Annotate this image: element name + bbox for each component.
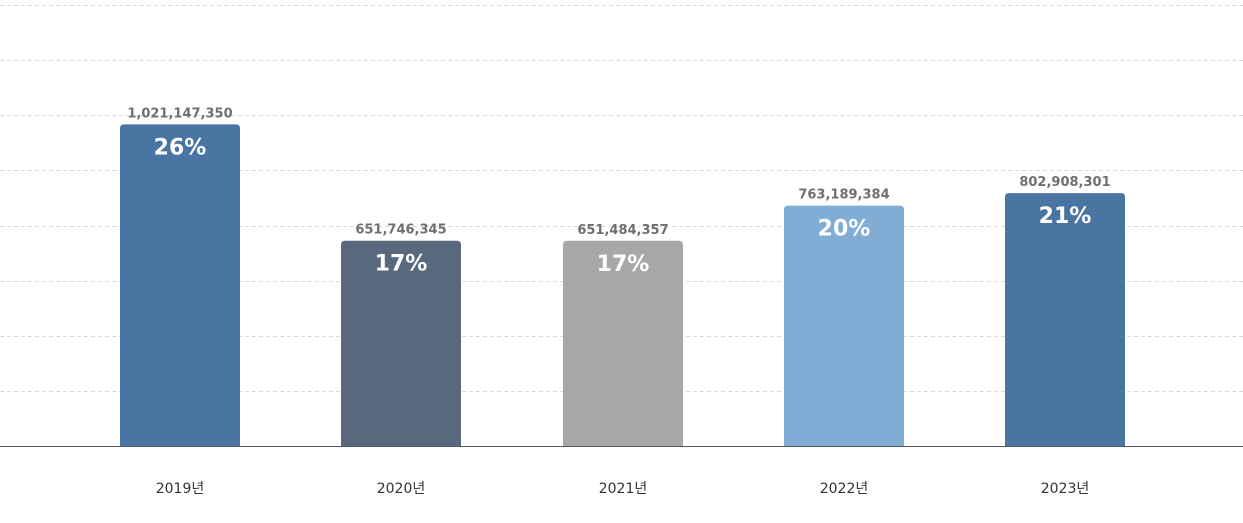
x-tick-label: 2019년	[156, 481, 205, 497]
bar-value-label: 763,189,384	[798, 188, 889, 203]
bar	[784, 205, 904, 446]
bar-value-label: 802,908,301	[1019, 175, 1110, 190]
x-tick-label: 2020년	[377, 481, 426, 497]
x-tick-label: 2021년	[599, 481, 648, 497]
x-tick-label: 2022년	[820, 481, 869, 497]
bar	[563, 240, 683, 446]
bar-percent-label: 20%	[818, 217, 871, 242]
bar	[120, 124, 240, 446]
bar-percent-label: 17%	[375, 252, 428, 277]
bar	[1005, 193, 1125, 446]
bar-value-label: 1,021,147,350	[127, 106, 232, 121]
bar-value-label: 651,484,357	[577, 223, 668, 238]
x-tick-label: 2023년	[1041, 481, 1090, 497]
bar	[341, 240, 461, 446]
bar-percent-label: 17%	[597, 252, 650, 277]
bar-value-label: 651,746,345	[355, 223, 446, 238]
bar-percent-label: 26%	[154, 135, 207, 160]
bar-percent-label: 21%	[1039, 204, 1092, 229]
